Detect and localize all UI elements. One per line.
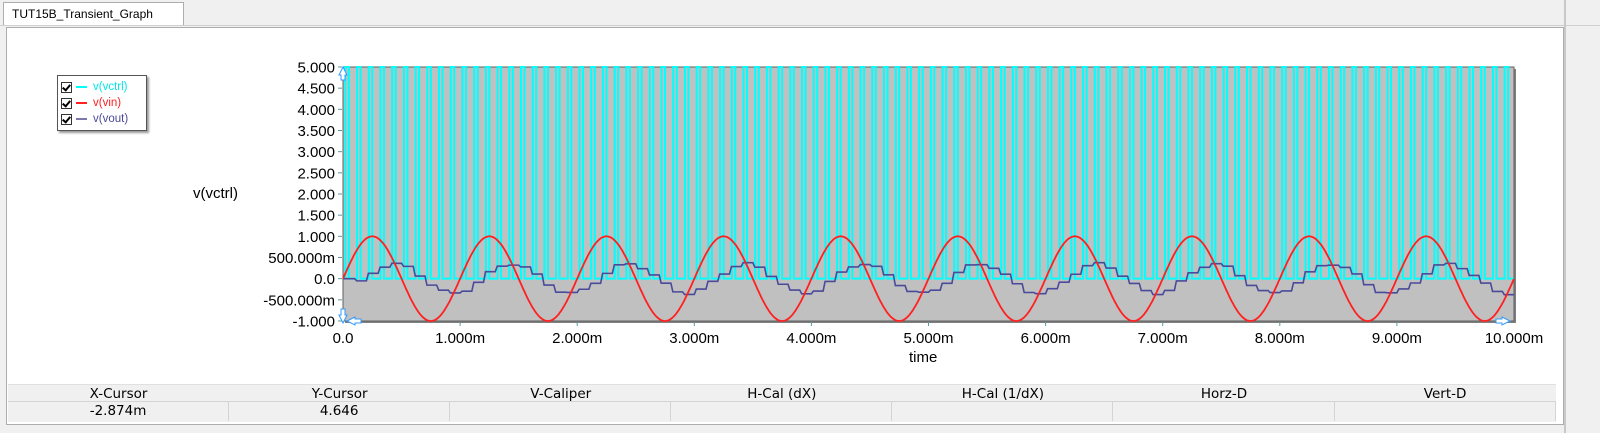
tab-transient-graph[interactable]: TUT15B_Transient_Graph xyxy=(3,2,184,25)
y-min-marker-icon xyxy=(338,308,348,325)
x-tick-label: 6.000m xyxy=(1021,330,1071,347)
cursor-table-header: X-Cursor Y-Cursor V-Caliper H-Cal (dX) H… xyxy=(8,385,1556,402)
header-vert-d: Vert-D xyxy=(1423,386,1467,402)
x-tick-label: 1.000m xyxy=(435,330,485,347)
checkbox-vin[interactable] xyxy=(61,97,72,109)
y-tick-label: 4.500 xyxy=(297,81,335,98)
header-v-caliper: V-Caliper xyxy=(530,386,592,402)
y-tick-label: 5.000 xyxy=(297,60,335,77)
x-max-marker-icon xyxy=(1495,316,1512,326)
value-x-cursor: -2.874m xyxy=(8,402,230,421)
line-swatch-icon xyxy=(76,102,87,104)
checkbox-vctrl[interactable] xyxy=(61,81,72,93)
line-swatch-icon xyxy=(76,86,87,88)
y-tick-label: 2.000 xyxy=(297,187,335,204)
y-max-marker-icon xyxy=(338,65,348,81)
x-tick-label: 3.000m xyxy=(669,330,719,347)
header-h-cal-inv-dx: H-Cal (1/dX) xyxy=(961,386,1045,402)
y-tick-label: 500.000m xyxy=(268,250,335,267)
tab-bar: TUT15B_Transient_Graph xyxy=(0,0,1600,26)
window-edge xyxy=(1564,0,1566,433)
y-tick-label: -500.000m xyxy=(263,292,335,309)
x-tick-label: 4.000m xyxy=(786,330,836,347)
x-tick-label: 7.000m xyxy=(1138,330,1188,347)
x-min-marker-icon xyxy=(345,316,362,326)
legend[interactable]: v(vctrl) v(vin) v(vout) xyxy=(57,75,147,131)
legend-item-vout[interactable]: v(vout) xyxy=(61,111,128,127)
header-h-cal-dx: H-Cal (dX) xyxy=(747,386,817,402)
cursor-table-values: -2.874m 4.646 xyxy=(8,402,1556,421)
vin-trace xyxy=(342,235,1515,322)
vctrl-trace xyxy=(343,66,1514,280)
x-tick-label: 10.000m xyxy=(1485,330,1543,347)
value-v-caliper xyxy=(450,402,672,421)
y-tick-label: 1.500 xyxy=(297,208,335,225)
cursor-table: X-Cursor Y-Cursor V-Caliper H-Cal (dX) H… xyxy=(8,384,1556,422)
legend-label-vctrl: v(vctrl) xyxy=(93,81,128,93)
value-y-cursor: 4.646 xyxy=(229,402,451,421)
legend-item-vctrl[interactable]: v(vctrl) xyxy=(61,79,128,95)
y-tick-label: -1.000 xyxy=(292,314,335,331)
line-swatch-icon xyxy=(76,118,87,120)
x-tick-label: 5.000m xyxy=(903,330,953,347)
vout-trace xyxy=(343,261,1514,296)
header-x-cursor: X-Cursor xyxy=(89,386,148,402)
y-axis-label: v(vctrl) xyxy=(193,185,238,202)
legend-item-vin[interactable]: v(vin) xyxy=(61,95,121,111)
y-tick-label: 3.500 xyxy=(297,123,335,140)
value-h-cal-dx xyxy=(671,402,893,421)
y-tick-label: 4.000 xyxy=(297,102,335,119)
checkbox-vout[interactable] xyxy=(61,113,72,125)
y-tick-label: 3.000 xyxy=(297,144,335,161)
plot-area xyxy=(342,66,1515,322)
header-y-cursor: Y-Cursor xyxy=(311,386,368,402)
y-tick-label: 0.0 xyxy=(314,271,335,288)
legend-label-vin: v(vin) xyxy=(93,97,122,109)
legend-label-vout: v(vout) xyxy=(93,113,129,125)
x-axis-label: time xyxy=(909,349,938,366)
x-tick-label: 0.0 xyxy=(333,330,354,347)
header-horz-d: Horz-D xyxy=(1200,386,1248,402)
y-tick-label: 1.000 xyxy=(297,229,335,246)
x-tick-label: 9.000m xyxy=(1372,330,1422,347)
value-vert-d xyxy=(1335,402,1556,421)
value-horz-d xyxy=(1113,402,1335,421)
x-tick-label: 8.000m xyxy=(1255,330,1305,347)
y-tick-label: 2.500 xyxy=(297,165,335,182)
value-h-cal-inv-dx xyxy=(892,402,1114,421)
x-tick-label: 2.000m xyxy=(552,330,602,347)
